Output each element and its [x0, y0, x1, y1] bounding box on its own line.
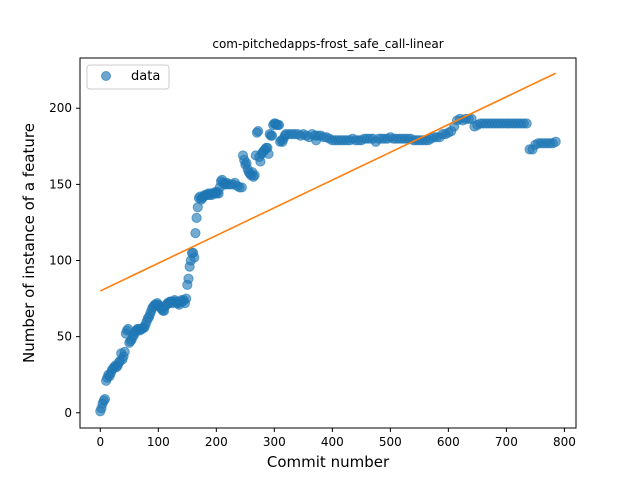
data-point — [183, 273, 194, 284]
x-tick-label: 400 — [321, 435, 344, 449]
legend-box — [86, 64, 170, 90]
fit-line — [99, 72, 557, 292]
data-point — [190, 228, 201, 239]
y-tick-label: 100 — [49, 254, 72, 268]
x-tick-label: 200 — [205, 435, 228, 449]
x-tick-label: 700 — [495, 435, 518, 449]
data-point — [119, 346, 130, 357]
data-point — [99, 393, 111, 405]
legend-marker-data — [101, 71, 111, 81]
plot-frame — [79, 57, 577, 429]
data-point — [266, 130, 278, 141]
data-point — [181, 293, 192, 304]
data-point — [521, 118, 532, 129]
y-axis: 0 50 100 150 200 — [49, 101, 80, 420]
y-tick-label: 50 — [57, 330, 72, 344]
x-tick-label: 0 — [96, 435, 104, 449]
data-point — [263, 148, 274, 160]
data-point — [253, 125, 264, 137]
y-tick-label: 0 — [64, 406, 72, 420]
data-point — [550, 136, 561, 147]
fit-line-layer — [99, 72, 557, 292]
x-tick-label: 600 — [437, 435, 460, 449]
legend-label-data: data — [131, 69, 160, 84]
y-tick-label: 200 — [49, 101, 72, 115]
chart-title: com-pitchedapps-frost_safe_call-linear — [212, 37, 443, 51]
y-axis-label: Number of instance of a feature — [20, 123, 38, 363]
x-axis: 0 100 200 300 400 500 600 700 800 — [96, 428, 576, 449]
y-tick-label: 150 — [49, 177, 72, 191]
data-points — [95, 113, 561, 417]
x-tick-label: 800 — [553, 435, 576, 449]
legend: data — [86, 64, 170, 90]
x-tick-label: 100 — [147, 435, 170, 449]
x-tick-label: 500 — [379, 435, 402, 449]
data-point — [249, 170, 260, 181]
data-point — [191, 212, 202, 223]
x-axis-label: Commit number — [267, 453, 390, 471]
data-point — [236, 182, 247, 193]
data-point — [273, 119, 285, 131]
x-tick-label: 300 — [263, 435, 286, 449]
data-point — [189, 252, 200, 263]
